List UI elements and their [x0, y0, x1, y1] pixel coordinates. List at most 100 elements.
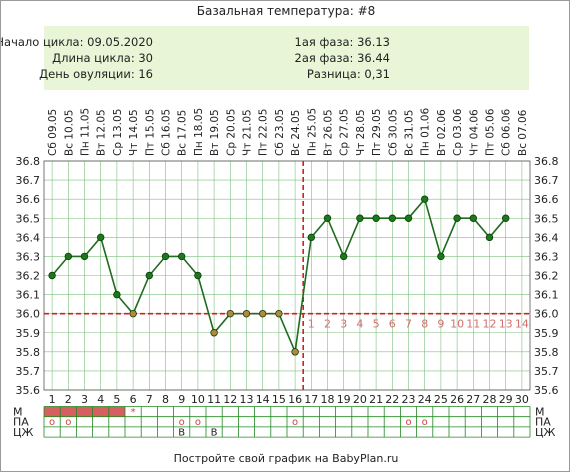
summary-ovulation-day: День овуляции: 16 [39, 67, 153, 81]
y-tick-label-right: 35.6 [534, 384, 559, 397]
date-label: Пт 05.06 [485, 108, 497, 156]
y-tick-label-right: 36.2 [534, 270, 559, 283]
day-number: 20 [353, 393, 367, 406]
menses-cell [108, 406, 125, 417]
row-label-right: М [535, 406, 545, 419]
temperature-series [48, 195, 510, 356]
day-number: 4 [97, 393, 104, 406]
date-label: Вс 31.05 [404, 110, 416, 156]
date-label: Чт 28.05 [355, 109, 367, 156]
row-mark: В [211, 427, 218, 438]
day-number: 23 [402, 393, 416, 406]
day-number: 24 [418, 393, 432, 406]
day-number: 15 [272, 393, 286, 406]
temperature-point [388, 214, 396, 222]
temperature-point [113, 290, 121, 299]
row-mark: В [178, 427, 185, 438]
date-label: Ср 27.05 [339, 109, 351, 156]
day-number: 30 [515, 393, 529, 406]
day-number: 12 [223, 393, 237, 406]
y-tick-label-left: 36.7 [16, 174, 41, 187]
row-mark: o [405, 417, 411, 428]
temperature-point [469, 214, 477, 222]
date-label: Чт 14.05 [128, 109, 140, 156]
menses-cell [92, 406, 109, 417]
temperature-point [177, 252, 186, 261]
day-number: 26 [450, 393, 464, 406]
y-tick-label-left: 35.7 [16, 365, 41, 378]
post-ovulation-count: 4 [356, 318, 363, 331]
y-tick-label-right: 36.0 [534, 308, 559, 321]
day-number: 6 [130, 393, 137, 406]
date-label: Сб 23.05 [274, 109, 286, 156]
summary-cycle-start: Начало цикла: 09.05.2020 [1, 35, 153, 49]
summary-difference: Разница: 0,31 [307, 67, 390, 81]
date-label: Пт 15.05 [144, 109, 156, 156]
summary-phase-1: 1ая фаза: 36.13 [295, 35, 390, 49]
date-label: Сб 06.06 [501, 108, 513, 156]
day-number: 17 [304, 393, 318, 406]
row-mark: o [195, 417, 201, 428]
temperature-point [210, 329, 218, 337]
summary-left: Начало цикла: 09.05.2020 Длина цикла: 30… [0, 35, 153, 81]
row-mark: * [131, 407, 136, 418]
row-label-left: ПА [13, 416, 29, 429]
y-tick-label-left: 35.8 [16, 346, 41, 359]
grid-lines [43, 160, 531, 391]
date-label: Ср 03.06 [452, 108, 464, 156]
temperature-point [145, 271, 153, 280]
day-number: 9 [178, 393, 185, 406]
temperature-point [64, 252, 72, 261]
day-number: 13 [240, 393, 254, 406]
day-number: 7 [146, 393, 153, 406]
temperature-point [259, 309, 267, 318]
date-label: Вс 17.05 [177, 110, 189, 156]
y-tick-label-left: 36.8 [16, 155, 41, 168]
post-ovulation-count: 10 [450, 318, 464, 331]
date-label: Пн 25.05 [306, 108, 318, 156]
menses-cell [60, 406, 77, 417]
temperature-point [48, 271, 56, 280]
row-label-right: ЦЖ [535, 426, 556, 439]
temperature-point [80, 252, 89, 261]
date-label: Сб 16.05 [161, 109, 173, 156]
day-number: 22 [385, 393, 399, 406]
y-tick-label-left: 36.2 [16, 270, 41, 283]
summary-right: 1ая фаза: 36.13 2ая фаза: 36.44 Разница:… [295, 35, 390, 81]
y-axis-left: 35.6 35.7 35.8 35.9 36.0 36.1 36.2 36.3 36.4 36.5… [16, 155, 41, 397]
post-ovulation-count: 3 [340, 318, 347, 331]
y-tick-label-right: 35.8 [534, 346, 559, 359]
post-ovulation-count: 13 [499, 318, 513, 331]
date-label: Вс 10.05 [63, 110, 75, 156]
temperature-point [307, 233, 315, 242]
temperature-point [356, 214, 364, 222]
y-tick-label-right: 36.5 [534, 212, 559, 225]
temperature-point [275, 309, 283, 318]
temperature-point [485, 233, 494, 242]
post-ovulation-count: 5 [373, 318, 380, 331]
post-ovulation-count: 2 [324, 318, 331, 331]
y-tick-label-right: 36.6 [534, 193, 559, 206]
temperature-point [453, 214, 461, 222]
y-tick-label-right: 36.4 [534, 231, 559, 244]
day-number: 16 [288, 393, 302, 406]
temperature-point [340, 252, 348, 261]
y-axis-right: 35.6 35.7 35.8 35.9 36.0 36.1 36.2 36.3 36.4 36.5… [534, 155, 559, 397]
day-number: 1 [49, 393, 56, 406]
y-tick-label-left: 36.0 [16, 308, 41, 321]
date-label: Вт 19.05 [209, 109, 221, 156]
date-label: Сб 30.05 [387, 109, 399, 156]
day-number: 11 [207, 393, 221, 406]
date-label: Пн 11.05 [80, 108, 92, 156]
day-number: 14 [256, 393, 270, 406]
day-number: 18 [321, 393, 335, 406]
date-label: Пт 29.05 [371, 109, 383, 156]
y-tick-label-right: 36.1 [534, 289, 559, 302]
summary-cycle-length: Длина цикла: 30 [52, 51, 153, 65]
date-label: Вт 12.05 [96, 109, 108, 156]
y-tick-label-left: 36.4 [16, 231, 41, 244]
post-ovulation-count: 14 [515, 318, 529, 331]
day-number: 8 [162, 393, 169, 406]
date-label: Вс 07.06 [517, 109, 529, 156]
observation-table: М М*ПА ПАo o o o o o oЦЖ ЦЖВ В [13, 406, 556, 439]
